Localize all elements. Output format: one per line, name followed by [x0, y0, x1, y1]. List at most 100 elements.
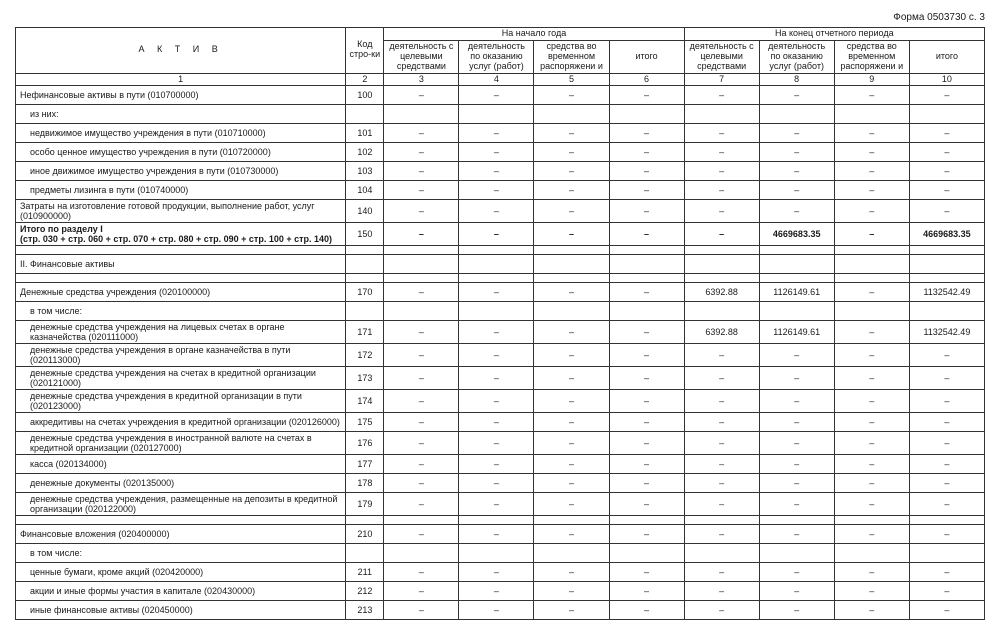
data-cell: [759, 105, 834, 124]
data-cell: –: [609, 493, 684, 516]
data-cell: [459, 105, 534, 124]
data-cell: –: [534, 200, 609, 223]
row-label: денежные средства учреждения в органе ка…: [16, 344, 346, 367]
table-row: иное движимое имущество учреждения в пут…: [16, 162, 985, 181]
head-sub-8: деятельность по оказанию услуг (работ): [759, 40, 834, 73]
row-label: аккредитивы на счетах учреждения в креди…: [16, 413, 346, 432]
data-cell: –: [909, 432, 984, 455]
row-code: [346, 255, 384, 274]
data-cell: –: [759, 143, 834, 162]
data-cell: –: [384, 432, 459, 455]
data-cell: –: [759, 390, 834, 413]
data-cell: [534, 255, 609, 274]
data-cell: –: [459, 344, 534, 367]
table-row: [16, 274, 985, 283]
data-cell: –: [459, 525, 534, 544]
row-label: недвижимое имущество учреждения в пути (…: [16, 124, 346, 143]
data-cell: –: [909, 493, 984, 516]
table-row: Денежные средства учреждения (020100000)…: [16, 283, 985, 302]
row-code: 176: [346, 432, 384, 455]
row-code: 177: [346, 455, 384, 474]
row-code: [346, 105, 384, 124]
head-sub-5: средства во временном распоряжени и: [534, 40, 609, 73]
table-row: Итого по разделу I(стр. 030 + стр. 060 +…: [16, 223, 985, 246]
row-label: Затраты на изготовление готовой продукци…: [16, 200, 346, 223]
data-cell: –: [834, 563, 909, 582]
head-aktiv: А К Т И В: [16, 28, 346, 74]
data-cell: –: [609, 200, 684, 223]
data-cell: [384, 302, 459, 321]
data-cell: –: [759, 525, 834, 544]
data-cell: –: [759, 493, 834, 516]
data-cell: –: [534, 223, 609, 246]
data-cell: –: [384, 162, 459, 181]
data-cell: –: [909, 200, 984, 223]
data-cell: –: [609, 283, 684, 302]
data-cell: –: [609, 223, 684, 246]
table-row: Нефинансовые активы в пути (010700000)10…: [16, 86, 985, 105]
row-code: 178: [346, 474, 384, 493]
data-cell: –: [609, 525, 684, 544]
data-cell: –: [684, 413, 759, 432]
data-cell: [609, 255, 684, 274]
data-cell: –: [909, 143, 984, 162]
data-cell: –: [759, 455, 834, 474]
data-cell: –: [459, 563, 534, 582]
data-cell: –: [909, 525, 984, 544]
row-code: 179: [346, 493, 384, 516]
colnum-4: 4: [459, 73, 534, 86]
data-cell: –: [459, 367, 534, 390]
data-cell: –: [684, 563, 759, 582]
row-label: Денежные средства учреждения (020100000): [16, 283, 346, 302]
table-row: в том числе:: [16, 302, 985, 321]
data-cell: –: [459, 86, 534, 105]
data-cell: –: [909, 86, 984, 105]
table-row: аккредитивы на счетах учреждения в креди…: [16, 413, 985, 432]
data-cell: –: [534, 390, 609, 413]
data-cell: –: [834, 367, 909, 390]
row-code: 150: [346, 223, 384, 246]
data-cell: –: [684, 162, 759, 181]
data-cell: –: [909, 413, 984, 432]
data-cell: [534, 105, 609, 124]
table-row: Финансовые вложения (020400000)210––––––…: [16, 525, 985, 544]
data-cell: –: [384, 390, 459, 413]
colnum-6: 6: [609, 73, 684, 86]
row-code: 171: [346, 321, 384, 344]
data-cell: –: [759, 474, 834, 493]
head-group-end: На конец отчетного периода: [684, 28, 984, 41]
row-label: Нефинансовые активы в пути (010700000): [16, 86, 346, 105]
head-sub-10: итого: [909, 40, 984, 73]
data-cell: –: [909, 344, 984, 367]
data-cell: –: [384, 563, 459, 582]
data-cell: [834, 302, 909, 321]
data-cell: –: [459, 432, 534, 455]
data-cell: –: [759, 582, 834, 601]
data-cell: –: [384, 223, 459, 246]
data-cell: 6392.88: [684, 321, 759, 344]
row-code: 210: [346, 525, 384, 544]
data-cell: –: [759, 124, 834, 143]
table-row: II. Финансовые активы: [16, 255, 985, 274]
data-cell: –: [534, 455, 609, 474]
row-label: денежные средства учреждения в кредитной…: [16, 390, 346, 413]
data-cell: –: [759, 563, 834, 582]
table-row: денежные средства учреждения в иностранн…: [16, 432, 985, 455]
data-cell: –: [834, 455, 909, 474]
row-label: касса (020134000): [16, 455, 346, 474]
table-row: [16, 246, 985, 255]
data-cell: –: [834, 124, 909, 143]
data-cell: [384, 255, 459, 274]
row-code: 175: [346, 413, 384, 432]
data-cell: –: [609, 582, 684, 601]
data-cell: –: [684, 493, 759, 516]
data-cell: –: [909, 563, 984, 582]
data-cell: –: [459, 601, 534, 620]
data-cell: –: [384, 86, 459, 105]
row-label: денежные документы (020135000): [16, 474, 346, 493]
head-sub-9: средства во временном распоряжени и: [834, 40, 909, 73]
colnum-7: 7: [684, 73, 759, 86]
data-cell: [534, 544, 609, 563]
data-cell: –: [909, 582, 984, 601]
data-cell: –: [534, 162, 609, 181]
